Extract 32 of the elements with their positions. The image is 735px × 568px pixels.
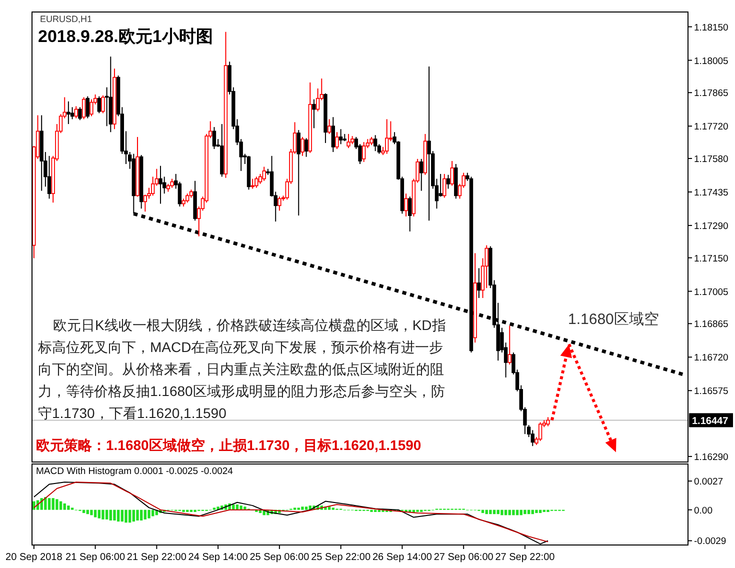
x-tick-label: 27 Sep 06:00 (434, 552, 494, 563)
text: 2018.9.28.欧元1小时图 (38, 27, 213, 46)
ref-line-label: 1.16447 (692, 416, 729, 428)
x-tick-label: 24 Sep 14:00 (188, 552, 248, 563)
y-tick-label: 1.17580 (694, 154, 728, 165)
annotation: 欧元策略：1.1680区域做空，止损1.1730，目标1.1620,1.1590 (36, 437, 422, 453)
y-tick-label: 0.00 (694, 505, 712, 516)
y-tick-label: 1.17290 (694, 220, 728, 232)
y-tick-label: 1.16720 (694, 352, 728, 364)
annotation: 1.1680区域空 (568, 311, 659, 328)
y-tick-label: 1.16290 (694, 452, 728, 463)
x-tick-label: 21 Sep 22:00 (126, 552, 187, 563)
y-tick-label: 1.17150 (694, 253, 728, 264)
y-tick-label: -0.0029 (694, 536, 726, 548)
y-tick-label: 1.18005 (694, 56, 728, 67)
x-tick-label: 20 Sep 2018 (6, 552, 63, 563)
chart-title: MACD With Histogram 0.0001 -0.0025 -0.0024 (36, 466, 233, 477)
x-tick-label: 26 Sep 14:00 (372, 552, 432, 563)
y-tick-label: 1.17435 (694, 187, 728, 198)
y-tick-label: 1.17865 (694, 88, 728, 100)
y-tick-label: 1.16575 (694, 386, 728, 398)
annotation: EURUSD,H1 (40, 14, 92, 24)
annotation: 欧元日K线收一根大阴线，价格跌破连续高位横盘的区域，KD指标高位死叉向下，MACD在高位死叉向下发展，预示价格有进一步向下的空间。从价格来看，日内重点关注欧盘的低点区域附近的阻力，等待价格反抽1.1680区域形成明显的阻力形态后参与空头，防守1.1730，下看1.1620,1.1590 (37, 317, 446, 421)
y-tick-label: 1.17005 (694, 286, 728, 298)
x-tick-label: 25 Sep 22:00 (311, 552, 372, 563)
y-tick-label: 0.0027 (694, 476, 724, 488)
y-tick-label: 1.18150 (694, 22, 728, 34)
x-tick-label: 25 Sep 06:00 (250, 552, 310, 563)
x-tick-label: 27 Sep 22:00 (495, 552, 556, 563)
x-tick-label: 21 Sep 06:00 (66, 552, 126, 563)
y-tick-label: 1.16865 (694, 319, 728, 330)
y-tick-label: 1.17720 (694, 122, 728, 133)
